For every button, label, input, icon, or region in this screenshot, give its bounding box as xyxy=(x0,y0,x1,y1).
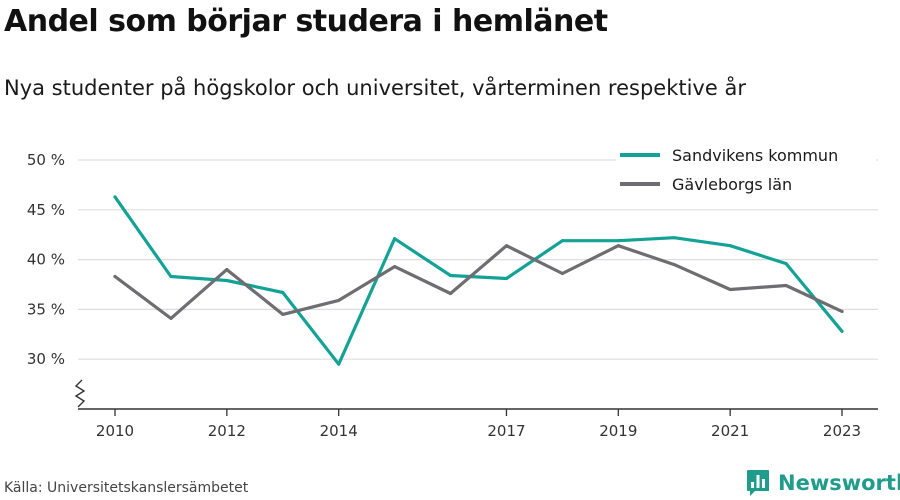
data-point xyxy=(449,274,453,278)
data-point xyxy=(840,309,844,313)
data-point xyxy=(728,287,732,291)
data-point xyxy=(728,244,732,248)
x-tick-label: 2023 xyxy=(823,422,861,440)
data-point xyxy=(616,244,620,248)
source-note: Källa: Universitetskanslersämbetet xyxy=(4,480,249,496)
legend-label: Gävleborgs län xyxy=(672,175,792,194)
y-tick-label: 35 % xyxy=(27,300,65,318)
legend-background xyxy=(616,174,876,196)
data-point xyxy=(169,275,173,279)
chart-title: Andel som börjar studera i hemlänet xyxy=(4,4,608,39)
legend-label: Sandvikens kommun xyxy=(672,146,838,165)
data-point xyxy=(281,290,285,294)
legend-background xyxy=(616,145,876,167)
data-point xyxy=(337,362,341,366)
x-tick-label: 2014 xyxy=(320,422,358,440)
brand-logo[interactable]: Newsworthy xyxy=(746,469,900,497)
data-point xyxy=(672,263,676,267)
y-tick-label: 30 % xyxy=(27,350,65,368)
data-point xyxy=(672,236,676,240)
axis-break-zigzag-icon xyxy=(74,379,86,408)
data-point xyxy=(337,298,341,302)
data-point xyxy=(449,291,453,295)
data-point xyxy=(504,244,508,248)
data-point xyxy=(113,275,117,279)
data-point xyxy=(784,262,788,266)
data-point xyxy=(840,329,844,333)
series-line-sandviken xyxy=(113,195,844,366)
data-point xyxy=(616,239,620,243)
x-tick-label: 2021 xyxy=(711,422,749,440)
data-point xyxy=(281,312,285,316)
chart-subtitle: Nya studenter på högskolor och universit… xyxy=(4,76,746,100)
x-tick-label: 2017 xyxy=(487,422,525,440)
newsworthy-bar-chart-icon xyxy=(747,470,769,496)
y-tick-label: 40 % xyxy=(27,251,65,269)
data-point xyxy=(560,239,564,243)
x-tick-label: 2019 xyxy=(599,422,637,440)
x-tick-label: 2012 xyxy=(208,422,246,440)
data-point xyxy=(393,265,397,269)
brand-name: Newsworthy xyxy=(778,471,900,495)
data-point xyxy=(225,268,229,272)
data-point xyxy=(560,272,564,276)
data-point xyxy=(225,279,229,283)
line-chart: 30 % 35 % 40 % 45 % 50 % 2010 2012 2014 2017 2019… xyxy=(27,145,878,440)
y-tick-label: 45 % xyxy=(27,201,65,219)
legend: Sandvikens kommun Gävleborgs län xyxy=(616,145,876,196)
data-point xyxy=(504,277,508,281)
axes: 30 % 35 % 40 % 45 % 50 % 2010 2012 2014 2017 2019… xyxy=(27,151,878,440)
y-tick-label: 50 % xyxy=(27,151,65,169)
series-lines xyxy=(113,195,844,366)
data-point xyxy=(393,237,397,241)
data-point xyxy=(113,195,117,199)
data-point xyxy=(784,283,788,287)
data-point xyxy=(169,316,173,320)
series-line-gavleborg xyxy=(113,244,844,320)
x-tick-label: 2010 xyxy=(96,422,134,440)
